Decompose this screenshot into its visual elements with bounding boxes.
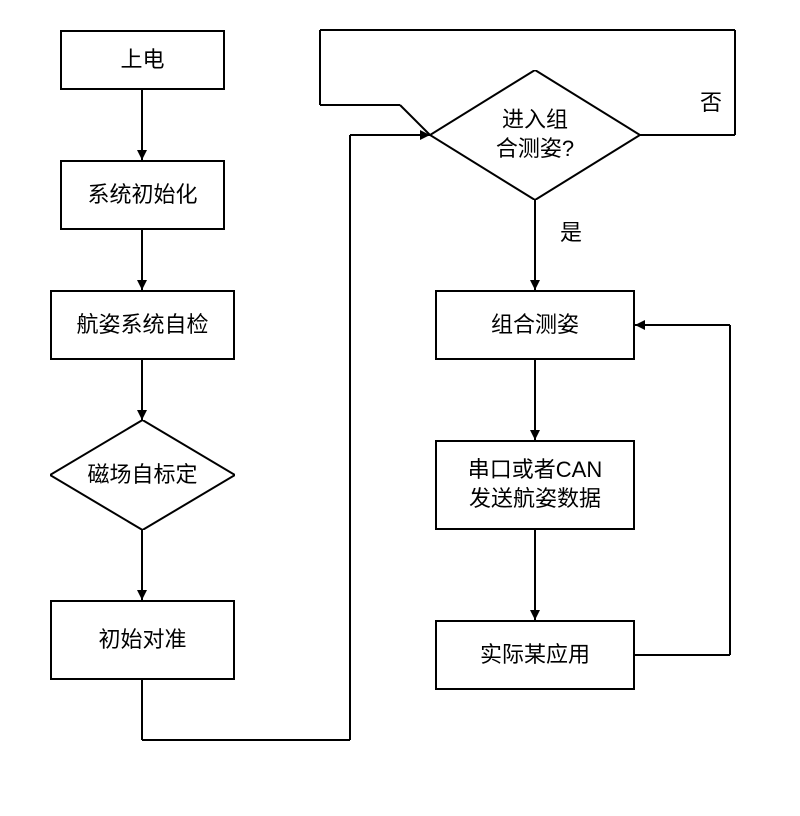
node-label: 初始对准 bbox=[98, 626, 186, 655]
node-send: 串口或者CAN 发送航姿数据 bbox=[435, 440, 635, 530]
node-label: 航姿系统自检 bbox=[76, 311, 208, 340]
node-app: 实际某应用 bbox=[435, 620, 635, 690]
edge-6-seg-5 bbox=[400, 105, 430, 135]
node-power_on: 上电 bbox=[60, 30, 225, 90]
node-label: 磁场自标定 bbox=[87, 461, 197, 490]
node-align: 初始对准 bbox=[50, 600, 235, 680]
node-combo: 组合测姿 bbox=[435, 290, 635, 360]
flowchart-canvas: 上电系统初始化航姿系统自检磁场自标定初始对准 进入组 合测姿? 组合测姿串口或者CA… bbox=[0, 0, 800, 816]
node-init: 系统初始化 bbox=[60, 160, 225, 230]
node-self_check: 航姿系统自检 bbox=[50, 290, 235, 360]
node-label: 组合测姿 bbox=[491, 311, 579, 340]
flowchart-edges bbox=[0, 0, 800, 816]
edge-label-5: 是 bbox=[560, 215, 582, 247]
edge-label-6: 否 bbox=[700, 85, 722, 117]
node-enter_combo: 进入组 合测姿? bbox=[430, 70, 640, 200]
node-label: 系统初始化 bbox=[87, 181, 197, 210]
node-mag_calib: 磁场自标定 bbox=[50, 420, 235, 530]
node-label: 实际某应用 bbox=[480, 641, 590, 670]
node-label: 进入组 合测姿? bbox=[496, 106, 574, 163]
node-label: 上电 bbox=[120, 46, 164, 75]
node-label: 串口或者CAN 发送航姿数据 bbox=[468, 456, 602, 513]
